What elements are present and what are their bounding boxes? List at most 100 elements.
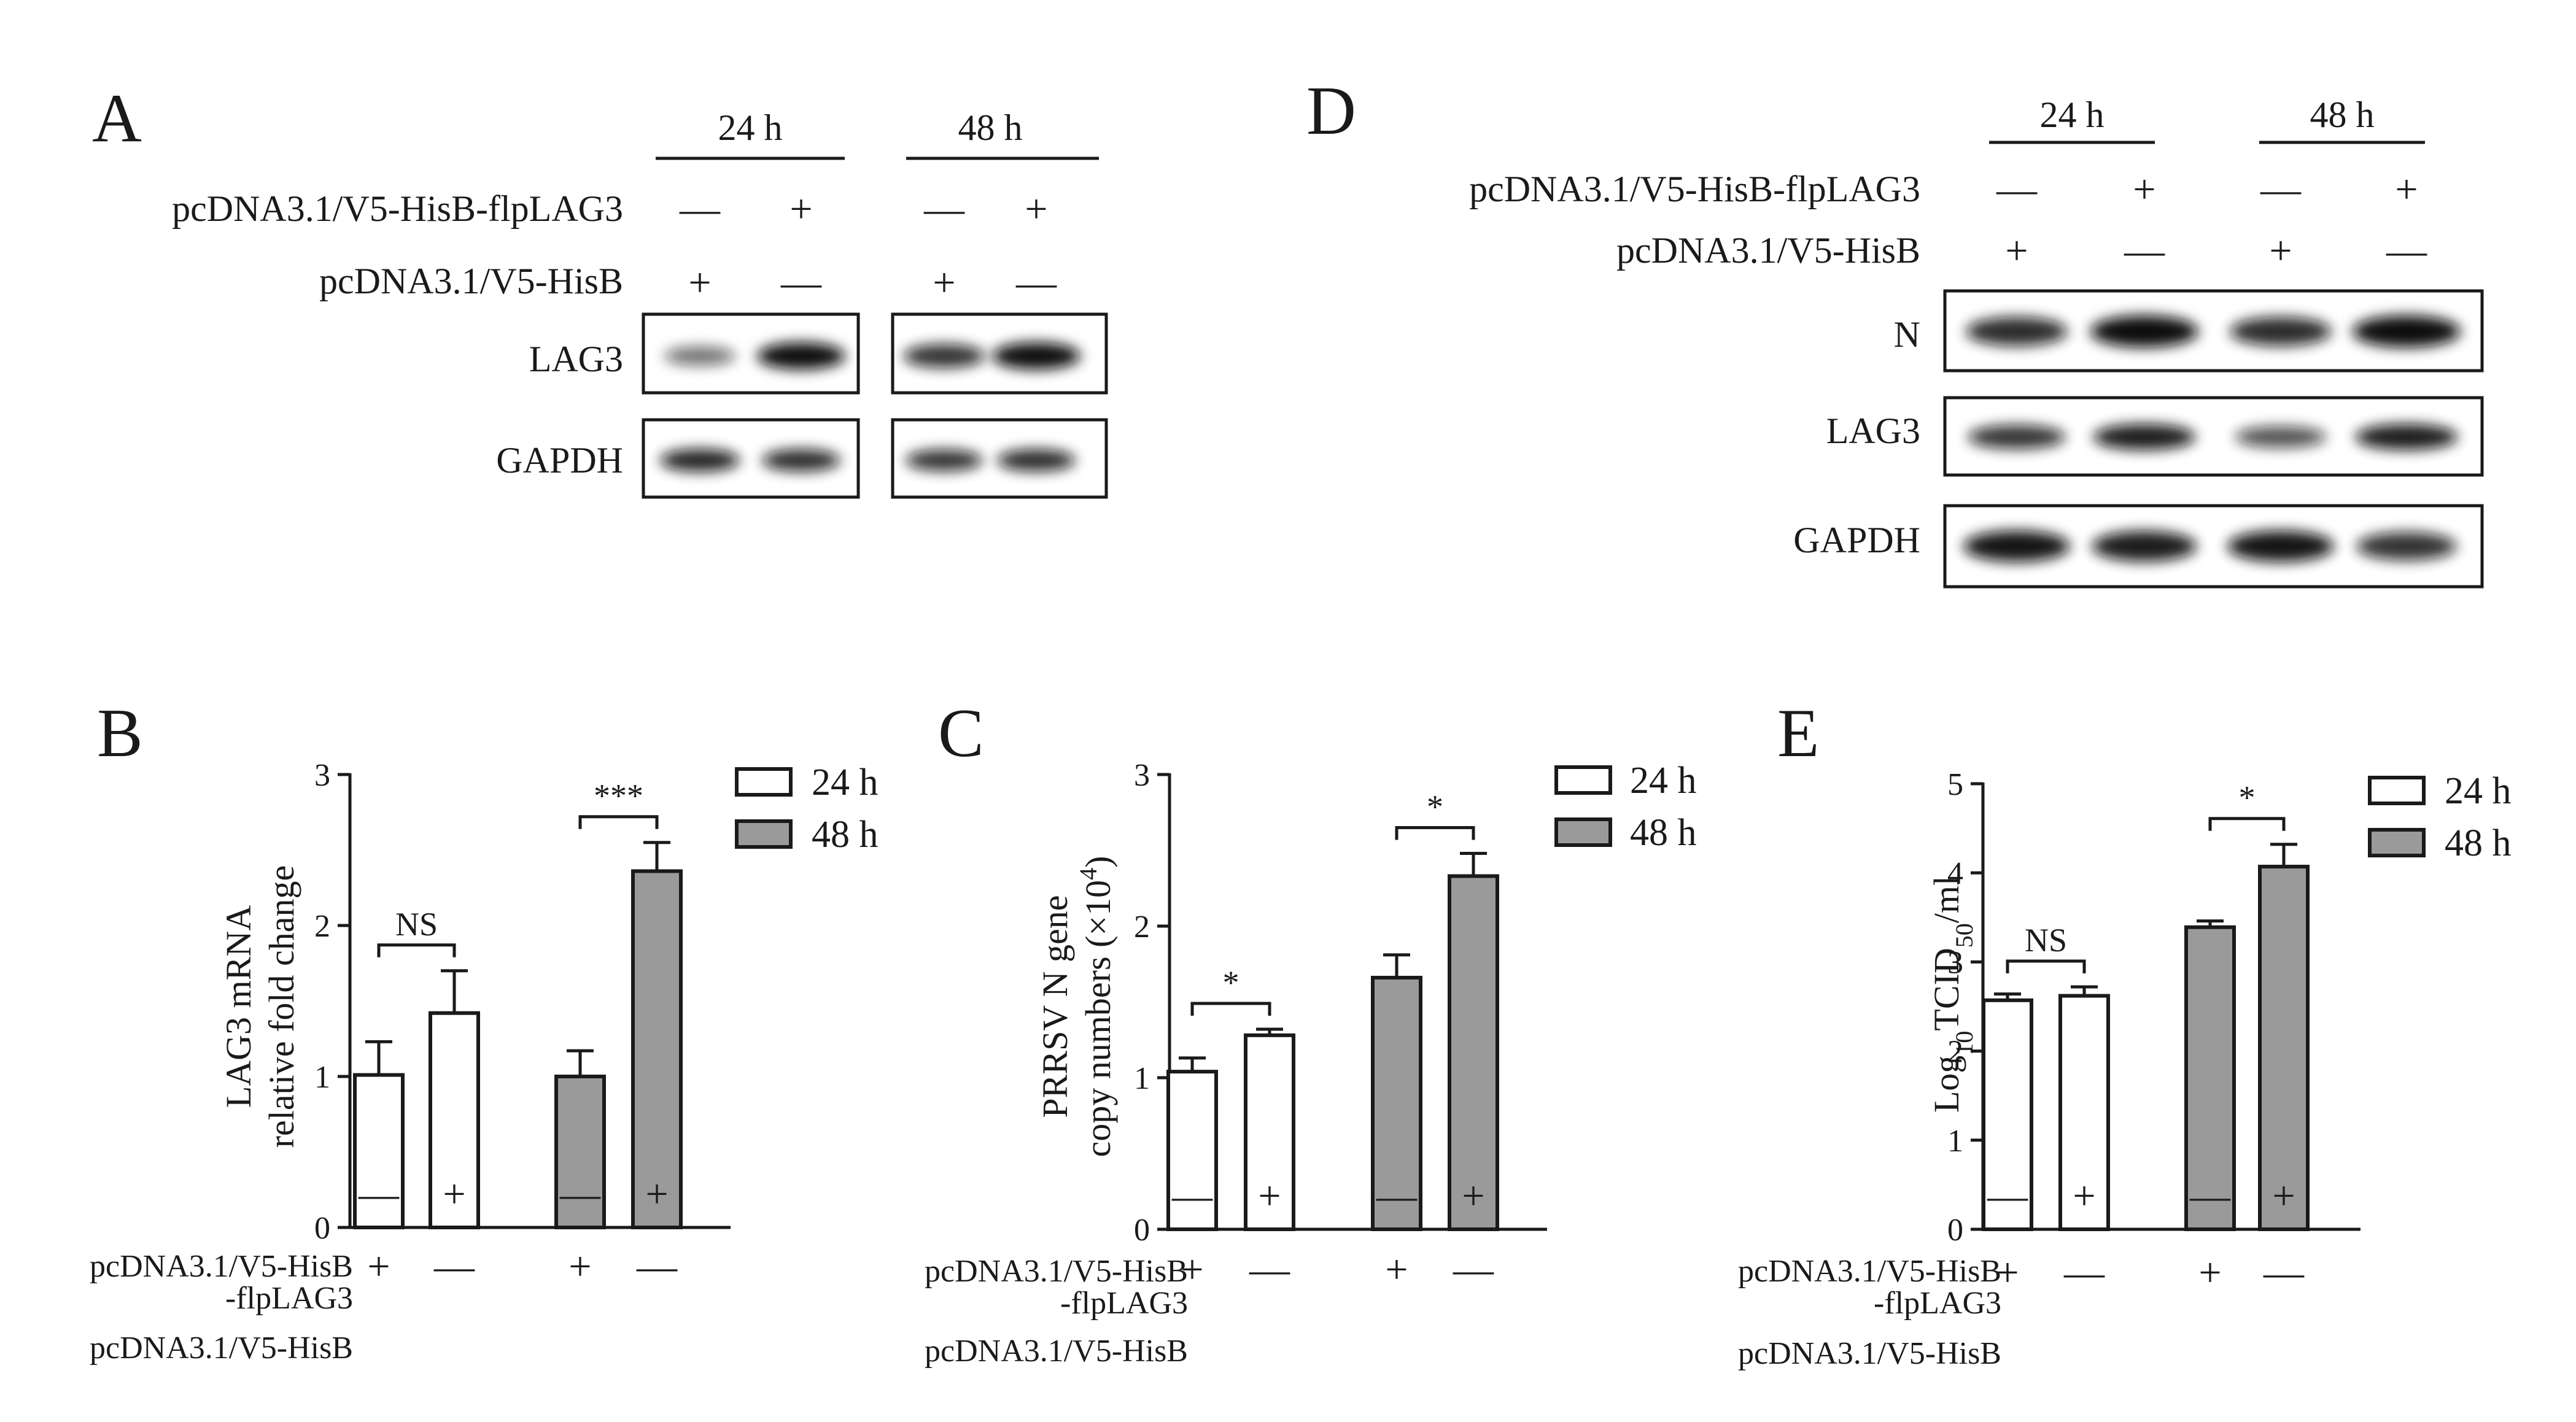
sign-cell: + bbox=[1025, 187, 1047, 231]
condition-sign: — bbox=[358, 1172, 400, 1216]
condition-label-vector: pcDNA3.1/V5-HisB bbox=[1738, 1336, 2001, 1371]
chart-panel-b: LAG3 mRNA relative fold change 0 1 2 3 NS ***… bbox=[90, 758, 878, 1366]
significance-bracket bbox=[1395, 825, 1475, 840]
bar bbox=[2258, 865, 2310, 1231]
condition-sign: — bbox=[1453, 1247, 1494, 1292]
blot-band bbox=[2092, 531, 2197, 562]
panel-d-bands bbox=[1963, 315, 2461, 562]
blot-band bbox=[1968, 425, 2066, 449]
panel-d-blot-label-gapdh: GAPDH bbox=[1793, 520, 1920, 560]
chart-e-ylabel: Log10TCID50/ml bbox=[1926, 876, 1978, 1113]
panel-e-letter: E bbox=[1777, 695, 1819, 771]
condition-sign: — bbox=[1171, 1173, 1213, 1218]
condition-label-vector: pcDNA3.1/V5-HisB bbox=[90, 1331, 353, 1366]
bar bbox=[1982, 998, 2033, 1232]
chart-e-ylabel-log: Log bbox=[1926, 1056, 1966, 1113]
chart-e-marks: 0 1 2 3 4 5 NS * — + — + + — + — bbox=[1947, 767, 2361, 1295]
panel-b-letter: B bbox=[97, 695, 143, 771]
panel-a-letter: A bbox=[92, 80, 142, 156]
blot-band bbox=[2230, 317, 2332, 346]
chart-c-legend: 24 h 48 h bbox=[1554, 760, 1697, 854]
bar bbox=[2058, 994, 2110, 1232]
panel-a-blot-label-lag3: LAG3 bbox=[529, 339, 623, 379]
condition-sign: + bbox=[1996, 1250, 2019, 1295]
significance-label: * bbox=[2239, 779, 2256, 816]
significance-bracket bbox=[578, 815, 659, 829]
significance-label: *** bbox=[594, 778, 643, 814]
chart-c-conditions: pcDNA3.1/V5-HisB -flpLAG3 pcDNA3.1/V5-Hi… bbox=[925, 1254, 1188, 1369]
blot-band bbox=[1966, 317, 2068, 346]
y-tick-label: 4 bbox=[1947, 856, 1963, 891]
panel-d-timepoint-24h: 24 h bbox=[2040, 95, 2105, 135]
blot-band bbox=[2356, 531, 2457, 561]
panel-d-timepoint-48h: 48 h bbox=[2310, 95, 2375, 135]
bar bbox=[631, 869, 683, 1229]
blot-band bbox=[2227, 530, 2334, 562]
condition-sign: + bbox=[2198, 1250, 2221, 1295]
significance-label: * bbox=[1427, 788, 1443, 825]
panel-a-row-label-flplag3: pcDNA3.1/V5-HisB-flpLAG3 bbox=[172, 188, 623, 229]
y-tick-label: 1 bbox=[1134, 1061, 1150, 1096]
sign-cell: — bbox=[679, 187, 721, 231]
y-tick-label: 3 bbox=[1947, 945, 1963, 980]
panel-d-row-label-flplag3: pcDNA3.1/V5-HisB-flpLAG3 bbox=[1469, 169, 1920, 209]
chart-b-ylabel-line2: relative fold change bbox=[262, 865, 301, 1148]
sign-cell: — bbox=[2386, 228, 2427, 273]
panel-d-row-signs-flplag3: — + — + bbox=[1996, 167, 2418, 212]
legend-label-48h: 48 h bbox=[812, 814, 879, 856]
blot-band bbox=[664, 346, 735, 366]
chart-e-legend: 24 h 48 h bbox=[2368, 770, 2512, 864]
legend-label-24h: 24 h bbox=[812, 762, 879, 803]
bar bbox=[1244, 1033, 1295, 1231]
blot-band bbox=[762, 449, 840, 472]
y-tick-label: 0 bbox=[314, 1211, 330, 1246]
legend-label-24h: 24 h bbox=[1630, 760, 1697, 802]
blot-band bbox=[1963, 530, 2070, 562]
condition-sign: + bbox=[2272, 1173, 2295, 1218]
significance-label: NS bbox=[395, 906, 438, 943]
condition-sign: — bbox=[1249, 1247, 1290, 1292]
condition-label-flplag3-line2: -flpLAG3 bbox=[225, 1281, 353, 1316]
sign-cell: + bbox=[2005, 228, 2028, 273]
y-tick-label: 2 bbox=[1947, 1035, 1963, 1070]
blot-band bbox=[2353, 315, 2461, 347]
panel-a-blot-label-gapdh: GAPDH bbox=[496, 440, 623, 481]
y-tick-label: 0 bbox=[1134, 1213, 1150, 1248]
condition-label-flplag3-line2: -flpLAG3 bbox=[1874, 1286, 2001, 1321]
condition-sign: + bbox=[1385, 1247, 1408, 1292]
significance-bracket bbox=[2006, 959, 2086, 974]
panel-a-row-signs-flplag3: — + — + bbox=[679, 187, 1048, 231]
y-tick-label: 1 bbox=[314, 1060, 330, 1095]
condition-sign: — bbox=[636, 1244, 678, 1289]
sign-cell: + bbox=[2133, 167, 2155, 212]
condition-sign: + bbox=[443, 1172, 465, 1216]
bar bbox=[429, 1011, 480, 1230]
chart-b-marks: 0 1 2 3 NS *** — + — + + — + — bbox=[314, 758, 731, 1289]
panel-d: D 24 h 48 h pcDNA3.1/V5-HisB-flpLAG3 pcD… bbox=[1306, 73, 2484, 589]
legend-label-24h: 24 h bbox=[2445, 770, 2512, 812]
chart-c-ylabel-line1: PRRSV N gene bbox=[1035, 895, 1075, 1118]
panel-a: A 24 h 48 h pcDNA3.1/V5-HisB-flpLAG3 pcD… bbox=[92, 80, 1108, 499]
chart-b-legend: 24 h 48 h bbox=[735, 762, 879, 856]
blot-band bbox=[2355, 423, 2458, 450]
blot-band bbox=[2090, 315, 2198, 347]
chart-e-ylabel-sub50: 50 bbox=[1950, 923, 1978, 948]
chart-b-conditions: pcDNA3.1/V5-HisB -flpLAG3 pcDNA3.1/V5-Hi… bbox=[90, 1249, 353, 1366]
chart-e-conditions: pcDNA3.1/V5-HisB -flpLAG3 pcDNA3.1/V5-Hi… bbox=[1738, 1254, 2001, 1371]
panel-d-row-signs-vector: + — + — bbox=[2005, 228, 2427, 273]
sign-cell: — bbox=[1015, 260, 1057, 305]
chart-c-ylabel-line2: copy numbers (×104) bbox=[1074, 856, 1119, 1157]
condition-label-vector: pcDNA3.1/V5-HisB bbox=[925, 1334, 1188, 1369]
legend-label-48h: 48 h bbox=[1630, 812, 1697, 854]
panel-a-timepoint-48h: 48 h bbox=[958, 107, 1023, 148]
y-tick-label: 2 bbox=[314, 909, 330, 944]
panel-a-bands bbox=[660, 342, 1080, 472]
condition-sign: + bbox=[1258, 1173, 1281, 1218]
condition-sign: + bbox=[645, 1172, 668, 1216]
y-tick-label: 3 bbox=[1134, 758, 1150, 793]
chart-c-ylabel-part2: ) bbox=[1078, 856, 1118, 868]
chart-c-marks: 0 1 2 3 * * — + — + + — + — bbox=[1134, 758, 1547, 1292]
chart-e-ylabel-tcid: TCID bbox=[1926, 948, 1966, 1030]
sign-cell: + bbox=[688, 260, 711, 305]
